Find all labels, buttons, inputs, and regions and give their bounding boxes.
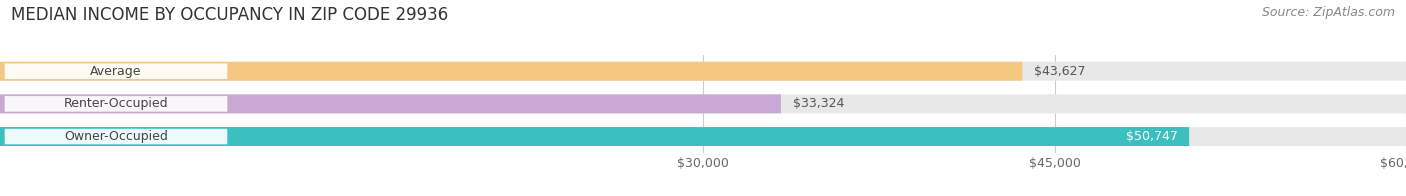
Text: MEDIAN INCOME BY OCCUPANCY IN ZIP CODE 29936: MEDIAN INCOME BY OCCUPANCY IN ZIP CODE 2… xyxy=(11,6,449,24)
Text: $43,627: $43,627 xyxy=(1033,65,1085,78)
FancyBboxPatch shape xyxy=(0,94,780,113)
Text: $50,747: $50,747 xyxy=(1126,130,1177,143)
FancyBboxPatch shape xyxy=(0,62,1022,81)
FancyBboxPatch shape xyxy=(4,64,228,79)
FancyBboxPatch shape xyxy=(0,127,1189,146)
Text: Average: Average xyxy=(90,65,142,78)
Text: Source: ZipAtlas.com: Source: ZipAtlas.com xyxy=(1261,6,1395,19)
FancyBboxPatch shape xyxy=(4,96,228,112)
Text: Renter-Occupied: Renter-Occupied xyxy=(63,97,169,110)
Text: $33,324: $33,324 xyxy=(793,97,844,110)
FancyBboxPatch shape xyxy=(0,94,1406,113)
FancyBboxPatch shape xyxy=(0,62,1406,81)
FancyBboxPatch shape xyxy=(0,127,1406,146)
FancyBboxPatch shape xyxy=(4,129,228,144)
Text: Owner-Occupied: Owner-Occupied xyxy=(65,130,167,143)
